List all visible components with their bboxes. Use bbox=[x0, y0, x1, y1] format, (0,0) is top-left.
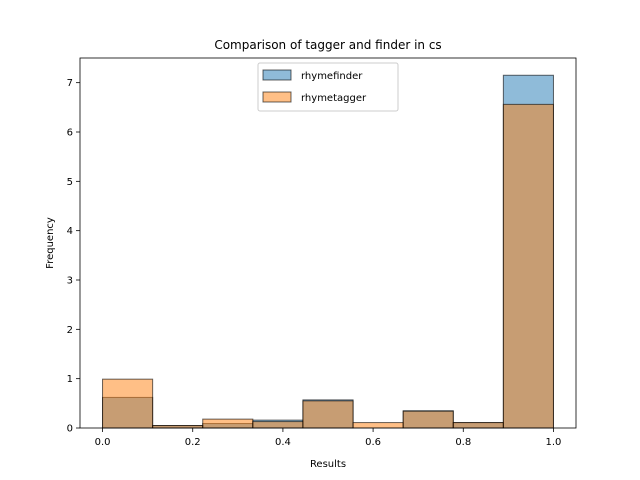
bar-rhymetagger-bin-6 bbox=[402, 410, 454, 429]
x-tick-label: 0.0 bbox=[95, 437, 111, 448]
legend-box bbox=[257, 62, 399, 112]
x-axis-label: Results bbox=[310, 459, 346, 470]
bar-rhymetagger-bin-0 bbox=[102, 378, 154, 429]
y-tick-label: 6 bbox=[67, 128, 73, 139]
chart-title: Comparison of tagger and finder in cs bbox=[214, 38, 441, 52]
y-tick-label: 3 bbox=[67, 276, 73, 287]
x-tick-label: 1.0 bbox=[546, 437, 562, 448]
x-axis-ticks: 0.0 0.2 0.4 0.6 0.8 1.0 bbox=[95, 428, 562, 448]
bar-rhymetagger-bin-2 bbox=[202, 418, 254, 429]
legend-label-rhymetagger: rhymetagger bbox=[301, 93, 367, 104]
x-tick-label: 0.2 bbox=[185, 437, 201, 448]
y-tick-label: 0 bbox=[67, 424, 73, 435]
legend-swatch-rhymetagger bbox=[262, 91, 292, 103]
y-tick-label: 7 bbox=[67, 78, 73, 89]
x-tick-label: 0.4 bbox=[275, 437, 291, 448]
x-tick-label: 0.6 bbox=[365, 437, 381, 448]
y-tick-label: 5 bbox=[67, 177, 73, 188]
y-tick-label: 1 bbox=[67, 374, 73, 385]
legend: rhymefinder rhymetagger bbox=[257, 62, 399, 112]
bar-rhymetagger-bin-7 bbox=[452, 422, 504, 429]
bar-rhymetagger-bin-4 bbox=[302, 400, 354, 429]
bars-layer bbox=[102, 74, 554, 429]
x-tick-label: 0.8 bbox=[455, 437, 471, 448]
legend-label-rhymefinder: rhymefinder bbox=[301, 71, 363, 82]
y-tick-label: 4 bbox=[67, 226, 73, 237]
y-tick-label: 2 bbox=[67, 325, 73, 336]
y-axis-ticks: 0 1 2 3 4 5 6 7 bbox=[67, 78, 80, 435]
plot-frame bbox=[79, 57, 577, 429]
legend-swatch-rhymefinder bbox=[262, 69, 292, 81]
bar-rhymetagger-bin-3 bbox=[252, 421, 304, 429]
bar-rhymetagger-bin-8 bbox=[502, 103, 554, 429]
y-axis-label: Frequency bbox=[45, 217, 56, 269]
bar-rhymetagger-bin-5 bbox=[352, 422, 404, 429]
